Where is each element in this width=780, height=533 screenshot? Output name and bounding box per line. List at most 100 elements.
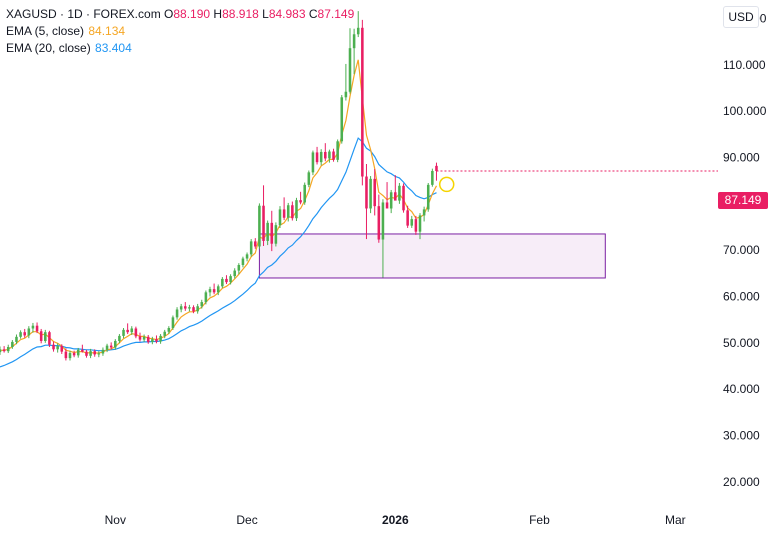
candle-body — [138, 336, 142, 340]
candle-body — [11, 341, 14, 348]
candle-body — [414, 219, 418, 232]
candle-body — [299, 200, 302, 203]
candle-body — [233, 270, 236, 277]
candle-body — [35, 325, 39, 332]
candle-body — [97, 353, 101, 355]
y-tick-label: 40.000 — [723, 382, 760, 396]
candle-body — [332, 151, 335, 160]
ema5-value: 84.134 — [88, 24, 126, 38]
candle-body — [134, 328, 138, 337]
candle-body — [291, 205, 294, 219]
candle-body — [241, 258, 245, 266]
candle-body — [352, 34, 356, 49]
high-value: 88.918 — [222, 7, 259, 21]
candles-layer — [0, 11, 718, 361]
candle-body — [249, 241, 253, 255]
close-label: C — [308, 7, 318, 21]
candle-body — [204, 292, 208, 303]
high-label: H — [213, 7, 223, 21]
candle-body — [385, 202, 389, 209]
candle-body — [282, 209, 286, 218]
candle-body — [340, 97, 344, 142]
candle-body — [356, 27, 360, 35]
candle-body — [179, 306, 183, 310]
y-tick-label: 30.000 — [723, 429, 760, 443]
y-tick-label: 60.000 — [723, 290, 760, 304]
candle-body — [245, 254, 249, 259]
x-tick-label: Nov — [105, 513, 126, 527]
candle-body — [398, 185, 401, 201]
legend-symbol-row: XAGUSD · 1D · FOREX.com O88.190 H88.918 … — [6, 6, 354, 23]
candle-body — [188, 307, 191, 309]
candle-body — [237, 265, 241, 271]
candle-body — [258, 205, 261, 247]
candle-body — [196, 306, 199, 312]
candle-body — [184, 306, 187, 309]
candle-body — [274, 225, 278, 244]
symbol-title[interactable]: XAGUSD · 1D · FOREX.com — [6, 7, 161, 21]
support-zone-layer — [258, 233, 606, 279]
candle-body — [344, 91, 348, 98]
candle-body — [93, 351, 96, 355]
candle-body — [76, 349, 80, 356]
candle-body — [381, 202, 385, 240]
low-value: 84.983 — [268, 7, 306, 21]
candle-body — [200, 302, 204, 307]
candle-body — [373, 178, 376, 207]
candle-body — [15, 336, 18, 342]
open-value: 88.190 — [173, 7, 211, 21]
candle-body — [23, 332, 26, 336]
candle-body — [315, 152, 319, 163]
candle-body — [171, 317, 175, 329]
legend-ema5-row[interactable]: EMA (5, close) 84.134 — [6, 23, 354, 40]
candle-body — [6, 347, 10, 352]
candle-body — [435, 165, 438, 171]
candle-body — [142, 336, 146, 340]
candle-body — [122, 329, 125, 336]
y-tick-label: 110.000 — [723, 58, 766, 72]
candle-body — [410, 219, 414, 226]
candle-body — [377, 206, 381, 240]
candle-body — [389, 192, 393, 209]
candle-body — [89, 351, 92, 356]
candle-body — [311, 152, 315, 173]
x-tick-label: Dec — [236, 513, 257, 527]
candle-body — [328, 151, 331, 159]
candle-body — [208, 289, 212, 293]
ema20-line — [0, 137, 437, 368]
candle-body — [361, 27, 364, 177]
candle-body — [151, 339, 154, 342]
candle-body — [167, 328, 171, 332]
open-label: O — [164, 7, 174, 21]
candle-body — [126, 329, 129, 333]
candle-body — [365, 176, 368, 209]
x-axis[interactable]: Nov Dec 2026 Feb Mar — [105, 513, 686, 527]
candle-body — [426, 184, 430, 210]
highlight-layer — [438, 176, 455, 193]
candle-body — [406, 210, 409, 226]
ema20-layer — [0, 137, 437, 368]
candle-body — [212, 289, 216, 293]
candle-body — [163, 331, 166, 336]
low-label: L — [262, 7, 269, 21]
candle-body — [216, 286, 220, 293]
y-tick-label: 20.000 — [723, 475, 760, 489]
y-tick-label: 100.000 — [723, 104, 767, 118]
x-tick-label: 2026 — [382, 513, 409, 527]
chart-legend: XAGUSD · 1D · FOREX.com O88.190 H88.918 … — [6, 6, 354, 57]
candle-body — [394, 192, 397, 201]
candle-body — [109, 345, 113, 348]
candle-body — [278, 209, 282, 226]
legend-ema20-row[interactable]: EMA (20, close) 83.404 — [6, 40, 354, 57]
candle-body — [130, 328, 134, 333]
candle-body — [286, 205, 290, 218]
candle-body — [229, 276, 232, 283]
candle-body — [336, 141, 339, 160]
candle-body — [114, 340, 117, 348]
candle-body — [175, 309, 179, 318]
candle-body — [266, 222, 269, 241]
candle-body — [85, 351, 88, 356]
y-tick-label: 70.000 — [723, 243, 760, 257]
currency-button[interactable]: USD — [723, 6, 759, 28]
